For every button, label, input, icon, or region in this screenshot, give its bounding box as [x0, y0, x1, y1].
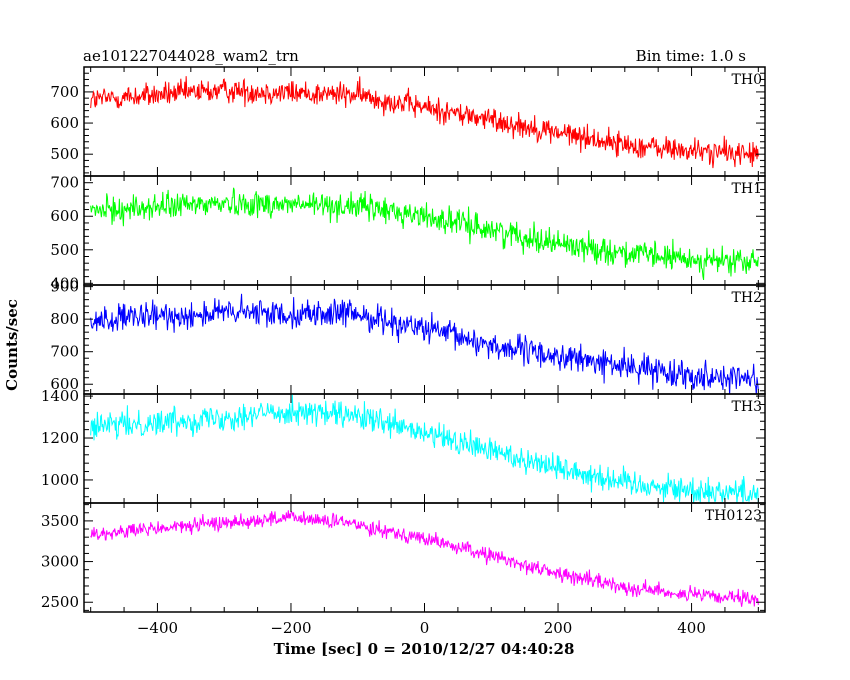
y-tick-label: 900 — [50, 278, 79, 296]
panel-frame — [83, 502, 766, 613]
panel-th0: 500 600 700 TH0 — [50, 66, 766, 177]
panel-th3: 1000 1200 1400 TH3 — [41, 387, 766, 504]
series-line-th3 — [90, 394, 759, 503]
bin-time-label: Bin time: 1.0 s — [636, 47, 746, 65]
series-label-th1: TH1 — [732, 181, 762, 197]
panel-th0123: 2500 3000 3500 TH0123 — [41, 502, 766, 613]
y-axis-title: Counts/sec — [3, 299, 21, 391]
series-line-th2 — [90, 293, 759, 394]
y-tick-label: 2500 — [41, 593, 79, 611]
y-tick-label: 3500 — [41, 512, 79, 530]
series-line-th1 — [90, 187, 759, 281]
series-label-th2: TH2 — [732, 290, 762, 306]
y-tick-label: 1400 — [41, 387, 79, 405]
series-label-th0123: TH0123 — [705, 508, 762, 524]
x-tick-label: −200 — [270, 619, 311, 637]
series-label-th3: TH3 — [732, 399, 762, 415]
y-tick-label: 500 — [50, 145, 79, 163]
x-tick-label: 200 — [544, 619, 573, 637]
y-tick-label: 800 — [50, 310, 79, 328]
y-tick-label: 700 — [50, 343, 79, 361]
y-tick-label: 600 — [50, 375, 79, 393]
panels-group: 500 600 700 TH0 400 500 600 700 TH1 600 700 800 900 T… — [41, 66, 766, 613]
panel-frame — [83, 175, 766, 286]
y-tick-label: 500 — [50, 241, 79, 259]
chart-title: ae101227044028_wam2_trn — [83, 47, 299, 65]
series-line-th0123 — [90, 510, 759, 607]
panel-th1: 400 500 600 700 TH1 — [50, 174, 766, 292]
x-axis-title: Time [sec] 0 = 2010/12/27 04:40:28 — [274, 640, 575, 658]
panel-th2: 600 700 800 900 TH2 — [50, 278, 766, 395]
y-tick-label: 400 — [50, 274, 79, 292]
y-tick-label: 600 — [50, 207, 79, 225]
y-tick-label: 700 — [50, 83, 79, 101]
y-tick-label: 3000 — [41, 553, 79, 571]
y-tick-label: 600 — [50, 114, 79, 132]
x-tick-label: 400 — [677, 619, 706, 637]
x-tick-label: −400 — [137, 619, 178, 637]
y-tick-label: 700 — [50, 174, 79, 192]
series-label-th0: TH0 — [732, 72, 762, 88]
x-tick-label: 0 — [420, 619, 430, 637]
y-tick-label: 1200 — [41, 429, 79, 447]
series-line-th0 — [90, 76, 759, 169]
y-tick-label: 1000 — [41, 471, 79, 489]
